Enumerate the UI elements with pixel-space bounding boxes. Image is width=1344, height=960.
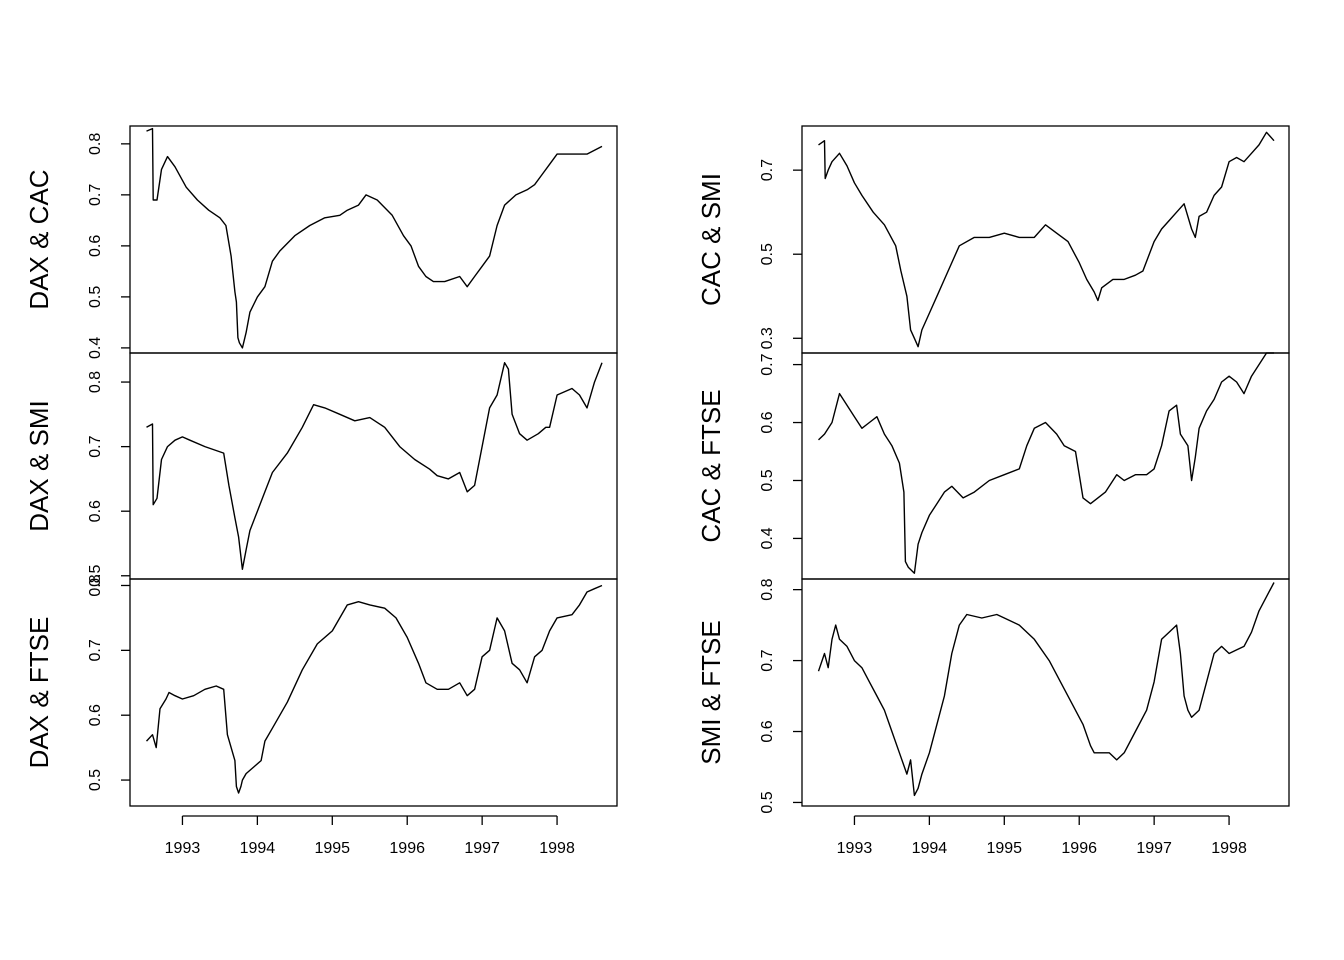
series-line [817,582,1275,797]
series-line [146,127,603,349]
x-tick-label: 1995 [314,840,350,857]
x-tick-label: 1998 [539,840,575,857]
panel-frame [801,125,1290,354]
panel-4: 0.3 0.5 0.7 CAC & SMI [696,125,1290,354]
series-line [145,584,603,794]
series-line [818,352,1274,574]
panel-frame [129,352,618,580]
x-tick-label: 1997 [464,840,500,857]
panel-frame [129,578,618,807]
y-axis-title: DAX & SMI [24,400,54,531]
y-tick-label: 0.4 [759,527,776,549]
x-axis: 1993 1994 1995 1996 1997 1998 [165,815,575,857]
y-tick-label: 0.3 [759,327,776,349]
y-tick-label: 0.7 [759,353,776,375]
y-axis-title: CAC & FTSE [696,389,726,542]
panel-2: 0.5 0.6 0.7 0.8 DAX & SMI [24,352,618,587]
panel-frame [801,352,1290,580]
x-tick-label: 1993 [837,840,873,857]
x-tick-label: 1996 [389,840,425,857]
y-tick-label: 0.5 [87,769,104,791]
series-line [818,131,1275,348]
y-tick-label: 0.5 [87,565,104,587]
x-tick-label: 1996 [1061,840,1097,857]
y-tick-label: 0.5 [759,791,776,813]
y-tick-label: 0.4 [87,337,104,359]
panel-1: 0.4 0.5 0.6 0.7 0.8 DAX & CAC [24,125,618,359]
y-axis-title: CAC & SMI [696,173,726,306]
y-tick-label: 0.6 [759,720,776,742]
y-axis-title: DAX & CAC [24,169,54,309]
y-tick-label: 0.8 [87,574,104,596]
panel-frame [801,578,1290,807]
y-tick-label: 0.6 [87,235,104,257]
y-tick-label: 0.8 [87,133,104,155]
y-tick-label: 0.6 [87,500,104,522]
y-tick-label: 0.8 [759,578,776,600]
y-tick-label: 0.7 [87,639,104,661]
panel-frame [129,125,618,354]
x-tick-label: 1998 [1211,840,1247,857]
y-tick-label: 0.6 [759,411,776,433]
x-tick-label: 1995 [986,840,1022,857]
y-tick-label: 0.7 [759,649,776,671]
y-tick-label: 0.5 [759,469,776,491]
y-tick-label: 0.7 [87,184,104,206]
x-tick-label: 1994 [912,840,948,857]
y-axis-title: DAX & FTSE [24,617,54,769]
y-tick-label: 0.6 [87,704,104,726]
y-tick-label: 0.5 [759,243,776,265]
y-axis-title: SMI & FTSE [696,620,726,764]
series-line [146,362,603,570]
x-axis: 1993 1994 1995 1996 1997 1998 [837,815,1247,857]
y-tick-label: 0.7 [87,435,104,457]
y-tick-label: 0.7 [759,159,776,181]
x-tick-label: 1993 [165,840,201,857]
y-tick-label: 0.5 [87,286,104,308]
y-tick-label: 0.8 [87,371,104,393]
x-tick-label: 1997 [1136,840,1172,857]
x-tick-label: 1994 [240,840,276,857]
panel-5: 0.4 0.5 0.6 0.7 CAC & FTSE [696,352,1290,580]
